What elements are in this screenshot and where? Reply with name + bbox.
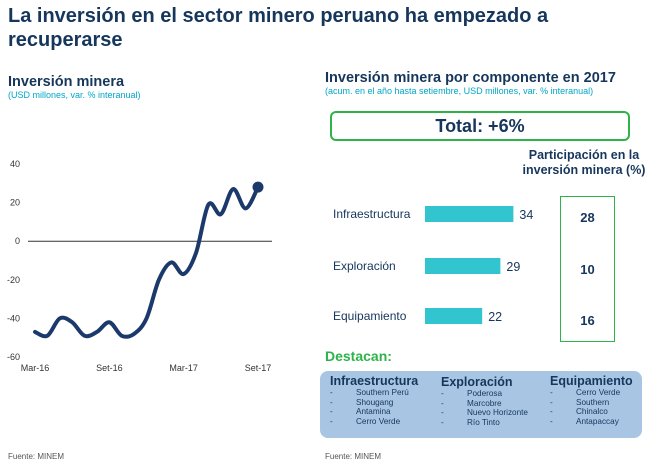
column-title: Exploración xyxy=(441,375,513,389)
x-tick-label: Set-17 xyxy=(245,363,272,373)
list-item: - Southern xyxy=(550,397,610,407)
bar-category-label: Infraestructura xyxy=(333,207,411,221)
y-tick-label: -20 xyxy=(7,275,20,285)
bar-category-label: Equipamiento xyxy=(333,309,407,323)
bar xyxy=(425,308,483,324)
y-tick-label: 20 xyxy=(10,198,20,208)
page-title: La inversión en el sector minero peruano… xyxy=(8,5,549,51)
bar-value-label: 22 xyxy=(488,310,502,324)
total-box: Total: +6% xyxy=(330,111,630,141)
right-source: Fuente: MINEM xyxy=(325,452,382,461)
y-tick-label: 0 xyxy=(15,236,20,246)
list-item: - Cerro Verde xyxy=(550,388,621,397)
list-item: - Marcobre xyxy=(441,398,502,408)
list-item: - Nuevo Horizonte xyxy=(441,408,528,418)
highlights-column-equipamiento: Equipamiento - Cerro Verde - Southern - Chi… xyxy=(550,374,633,426)
list-item: - Southern Perú xyxy=(330,388,409,397)
participation-value: 28 xyxy=(580,210,595,225)
line-chart-subheading: (USD millones, var. % interanual) xyxy=(8,90,141,100)
bar-category-label: Exploración xyxy=(333,259,396,273)
bar-value-label: 29 xyxy=(506,260,520,274)
line-chart: -60 -40 -20 0 20 40 Mar-16 Set-16 Mar-17 Set-17 xyxy=(7,159,272,373)
participation-value: 10 xyxy=(580,262,595,277)
total-label: Total: +6% xyxy=(435,115,525,136)
bar xyxy=(425,206,514,222)
highlights-panel: Infraestructura - Southern Perú - Shougang… xyxy=(320,371,642,438)
bar xyxy=(425,258,501,274)
participation-title: Participación en la inversión minera (%) xyxy=(522,148,646,177)
destacan-label: Destacan: xyxy=(325,348,392,364)
participation-box xyxy=(560,196,615,342)
x-tick-label: Mar-17 xyxy=(169,363,198,373)
bar-value-label: 34 xyxy=(519,208,533,222)
line-chart-heading: Inversión minera xyxy=(8,74,125,90)
x-tick-label: Set-16 xyxy=(96,363,123,373)
list-item: - Chinalco xyxy=(550,407,608,417)
x-tick-label: Mar-16 xyxy=(21,363,50,373)
highlights-column-exploracion: Exploración - Poderosa - Marcobre - Nuevo H… xyxy=(441,375,528,427)
highlights-column-infraestructura: Infraestructura - Southern Perú - Shougang… xyxy=(330,374,418,426)
bar-chart-subheading: (acum. en el año hasta setiembre, USD mi… xyxy=(325,86,594,96)
bar-chart: Infraestructura 34 Exploración 29 Equipamien… xyxy=(333,206,533,324)
series-line xyxy=(33,185,260,339)
list-item: - Antamina xyxy=(330,407,391,417)
y-tick-label: -60 xyxy=(7,352,20,362)
list-item: - Río Tinto xyxy=(441,417,500,427)
list-item: - Poderosa xyxy=(441,389,503,398)
list-item: - Cerro Verde xyxy=(330,416,401,426)
column-title: Infraestructura xyxy=(330,374,419,388)
list-item: - Antapaccay xyxy=(550,416,619,426)
bar-chart-heading: Inversión minera por componente en 2017 xyxy=(325,70,616,86)
list-item: - Shougang xyxy=(330,397,394,407)
column-title: Equipamiento xyxy=(550,374,633,388)
left-source: Fuente: MINEM xyxy=(8,452,65,461)
participation-value: 16 xyxy=(580,313,595,328)
series-end-marker xyxy=(252,181,264,193)
y-tick-label: -40 xyxy=(7,313,20,323)
y-tick-label: 40 xyxy=(10,159,20,169)
